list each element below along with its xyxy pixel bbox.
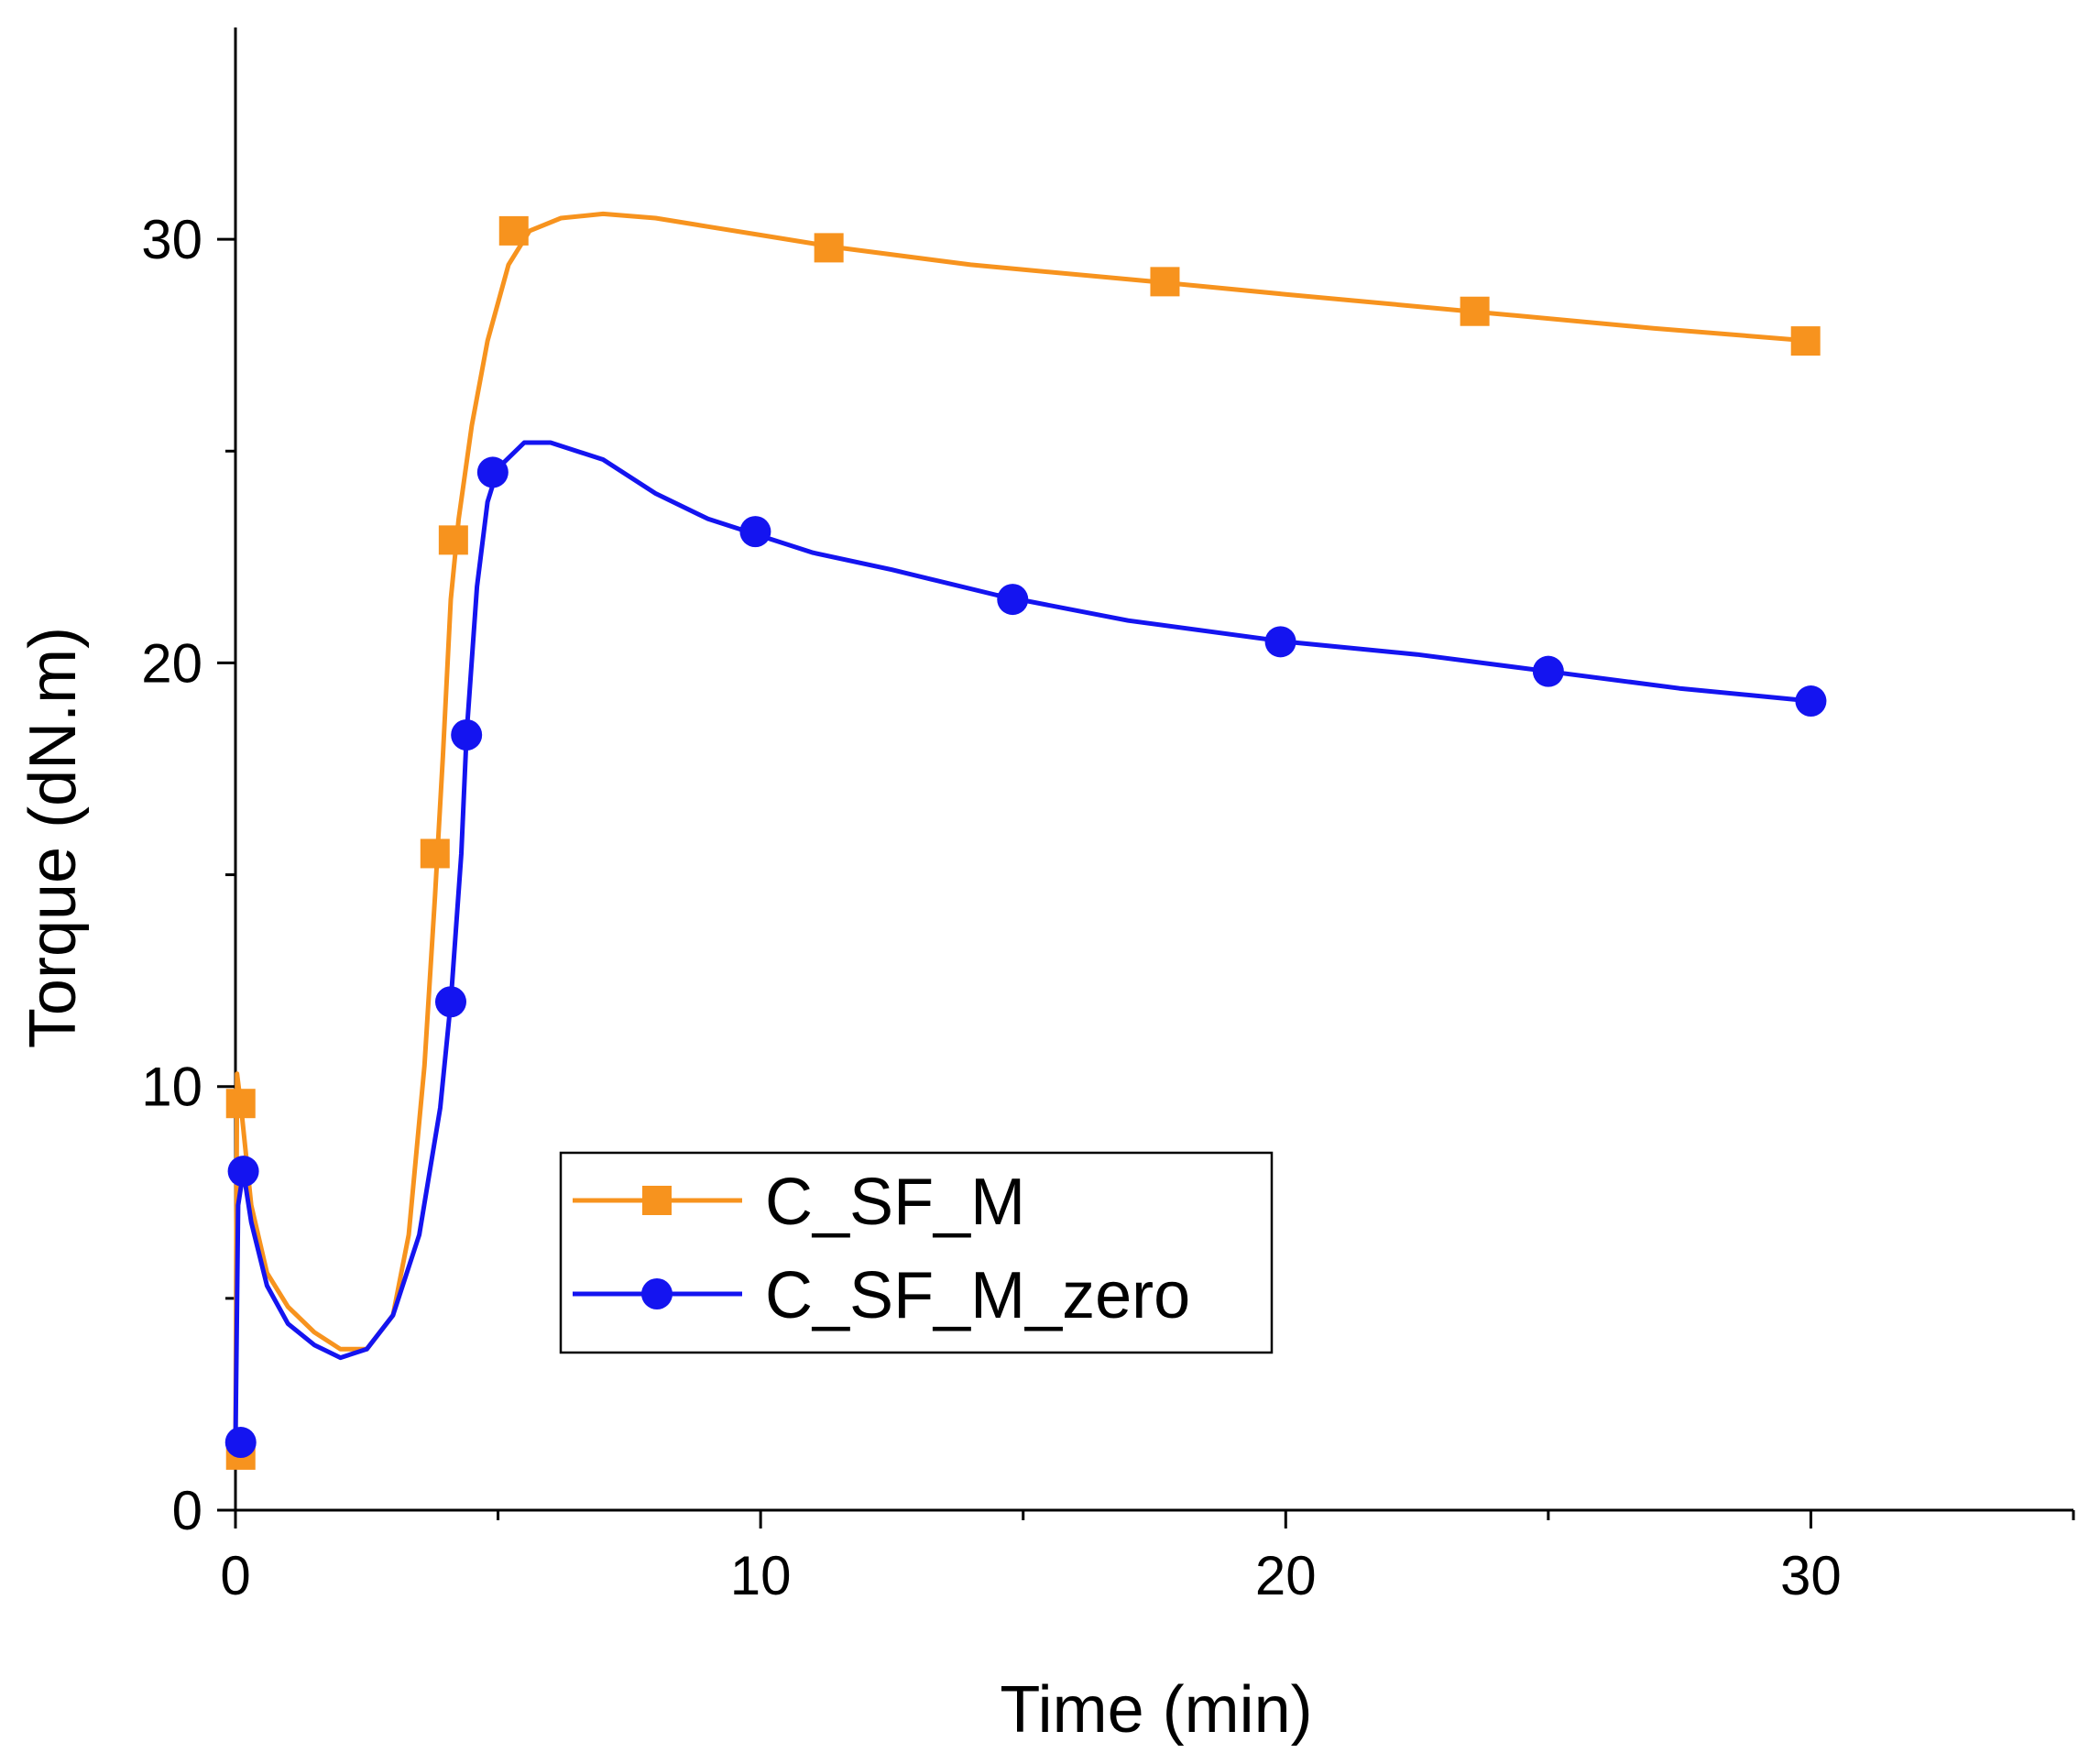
data-point-c-sf-m-zero — [434, 986, 466, 1018]
legend: C_SF_M C_SF_M_zero — [559, 1151, 1274, 1354]
labels-layer: Time (min) Torque (dN.m) — [16, 627, 1313, 1747]
legend-label-c-sf-m: C_SF_M — [765, 1166, 1025, 1239]
data-point-c-sf-m-zero — [224, 1427, 257, 1459]
y-tick-label: 30 — [141, 209, 202, 270]
data-point-c-sf-m — [498, 215, 529, 246]
legend-marker-c-sf-m — [642, 1186, 672, 1215]
x-tick-label: 0 — [220, 1545, 250, 1606]
x-axis-title: Time (min) — [1000, 1673, 1312, 1747]
y-tick-label: 0 — [172, 1480, 202, 1541]
legend-box — [559, 1151, 1274, 1354]
data-point-c-sf-m — [438, 525, 468, 555]
data-point-c-sf-m-zero — [997, 584, 1029, 616]
series-c-sf-m — [225, 211, 1821, 1470]
data-point-c-sf-m-zero — [227, 1156, 259, 1188]
x-tick-label: 20 — [1255, 1545, 1317, 1606]
data-point-c-sf-m-zero — [739, 516, 771, 548]
data-point-c-sf-m — [420, 838, 450, 869]
series-line-c-sf-m-zero — [233, 440, 1813, 1445]
data-point-c-sf-m — [1150, 267, 1180, 297]
y-axis-title: Torque (dN.m) — [16, 627, 90, 1048]
x-tick-label: 10 — [730, 1545, 792, 1606]
data-point-c-sf-m — [814, 233, 844, 263]
data-point-c-sf-m-zero — [451, 719, 483, 751]
data-point-c-sf-m-zero — [1795, 685, 1827, 718]
data-point-c-sf-m-zero — [1532, 655, 1564, 687]
y-tick-label: 10 — [141, 1057, 202, 1118]
data-point-c-sf-m — [1790, 326, 1821, 356]
legend-label-c-sf-m-zero: C_SF_M_zero — [765, 1259, 1190, 1332]
series-layer — [224, 211, 1827, 1470]
data-point-c-sf-m-zero — [476, 456, 509, 488]
axes: 0 10 20 30 0 10 20 30 — [141, 27, 2075, 1606]
series-line-c-sf-m — [233, 211, 1813, 1458]
x-tick-label: 30 — [1780, 1545, 1842, 1606]
data-point-c-sf-m-zero — [1264, 626, 1296, 658]
legend-marker-c-sf-m-zero — [641, 1278, 673, 1309]
data-point-c-sf-m — [225, 1089, 256, 1119]
series-c-sf-m-zero — [224, 440, 1827, 1459]
data-point-c-sf-m — [1460, 296, 1490, 326]
y-tick-label: 20 — [141, 632, 202, 694]
